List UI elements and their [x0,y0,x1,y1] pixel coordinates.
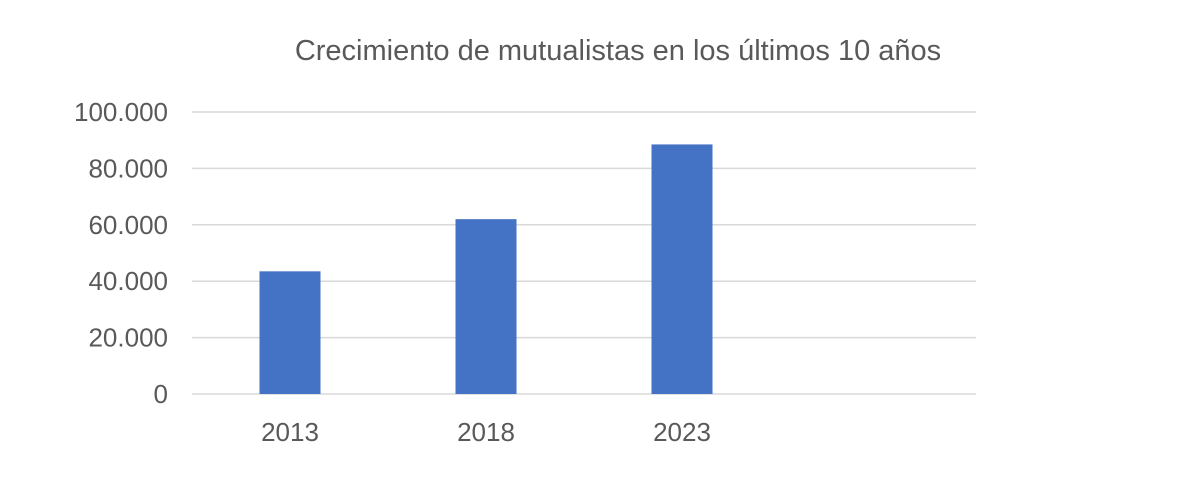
y-tick-label: 20.000 [88,323,168,353]
gridlines [192,111,976,395]
y-tick-label: 60.000 [88,210,168,240]
bar-2023 [651,144,713,394]
bar-2018 [455,219,517,394]
bars [259,144,713,394]
y-axis-tick-labels: 0 20.000 40.000 60.000 80.000 100.000 [74,97,168,409]
y-tick-label: 80.000 [88,153,168,183]
y-tick-label: 100.000 [74,97,168,127]
x-tick-label-2013: 2013 [261,417,319,447]
x-axis-tick-labels: 2013 2018 2023 [261,417,711,447]
bar-2013 [259,271,321,394]
y-tick-label: 0 [154,379,168,409]
x-tick-label-2018: 2018 [457,417,515,447]
x-tick-label-2023: 2023 [653,417,711,447]
chart-title: Crecimiento de mutualistas en los último… [295,35,941,67]
y-tick-label: 40.000 [88,266,168,296]
